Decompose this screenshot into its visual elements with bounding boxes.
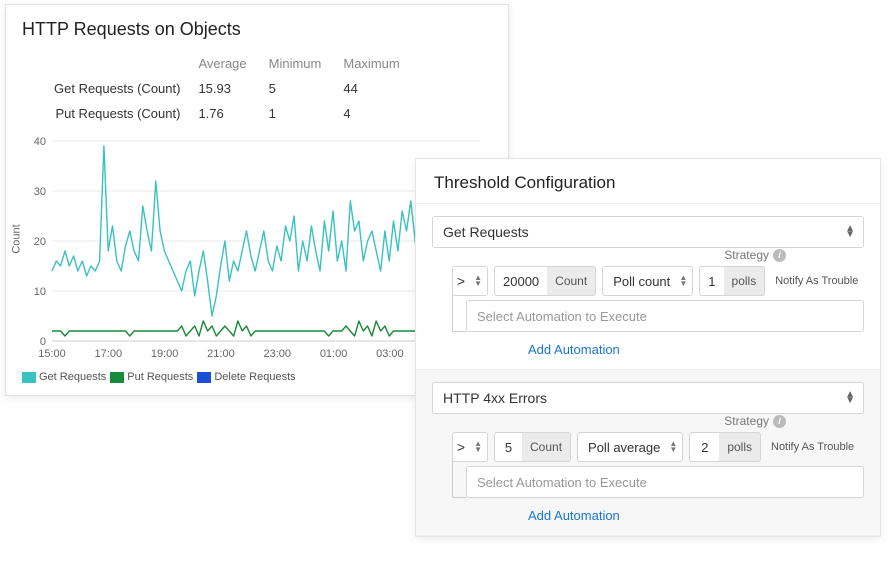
legend-swatch [22, 372, 36, 383]
cell-avg: 15.93 [198, 77, 266, 100]
cell-max: 44 [343, 77, 419, 100]
cell-max: 4 [343, 102, 419, 125]
updown-icon: ▲▼ [845, 226, 855, 238]
notify-label: Notify As Trouble [775, 275, 858, 287]
threshold-config-panel: Threshold Configuration Get Requests ▲▼ … [415, 158, 881, 537]
col-maximum: Maximum [343, 52, 419, 75]
svg-text:01:00: 01:00 [320, 348, 348, 360]
updown-icon: ▲▼ [679, 275, 687, 287]
row-label: Put Requests (Count) [54, 102, 196, 125]
legend-swatch [110, 372, 124, 383]
svg-text:0: 0 [40, 336, 46, 348]
automation-select[interactable]: Select Automation to Execute [466, 466, 864, 498]
svg-text:15:00: 15:00 [38, 348, 66, 360]
threshold-value-input[interactable]: 5 [494, 432, 522, 462]
metric-select[interactable]: HTTP 4xx Errors ▲▼ [432, 382, 864, 414]
connector-line [452, 292, 466, 332]
svg-text:30: 30 [34, 186, 46, 198]
updown-icon: ▲▼ [474, 441, 482, 453]
notify-label: Notify As Trouble [771, 441, 854, 453]
threshold-unit: Count [547, 266, 596, 296]
legend-swatch [197, 372, 211, 383]
polls-unit: polls [719, 432, 761, 462]
svg-text:40: 40 [34, 136, 46, 148]
polls-unit: polls [724, 266, 766, 296]
add-automation-link[interactable]: Add Automation [528, 508, 864, 523]
strategy-select[interactable]: Poll average ▲▼ [577, 432, 683, 462]
strategy-select[interactable]: Poll count ▲▼ [602, 266, 693, 296]
metric-select[interactable]: Get Requests ▲▼ [432, 216, 864, 248]
legend-item: Delete Requests [197, 371, 295, 383]
connector-line [452, 458, 466, 498]
legend-label: Get Requests [39, 371, 106, 383]
svg-text:03:00: 03:00 [376, 348, 404, 360]
metric-select-value: HTTP 4xx Errors [443, 390, 547, 406]
info-icon[interactable]: i [773, 415, 786, 428]
updown-icon: ▲▼ [845, 392, 855, 404]
svg-text:10: 10 [34, 286, 46, 298]
table-row: Get Requests (Count) 15.93 5 44 [54, 77, 420, 100]
metric-select-value: Get Requests [443, 224, 529, 240]
panel-title: HTTP Requests on Objects [22, 19, 492, 40]
info-icon[interactable]: i [773, 249, 786, 262]
add-automation-link[interactable]: Add Automation [528, 342, 864, 357]
automation-row: Select Automation to Execute [432, 464, 864, 498]
strategy-label: Strategy i [724, 248, 786, 262]
automation-row: Select Automation to Execute [432, 298, 864, 332]
col-minimum: Minimum [269, 52, 342, 75]
condition-row: > ▲▼ 5 Count Poll average ▲▼ 2 polls Not… [452, 432, 864, 462]
strategy-label: Strategy i [724, 414, 786, 428]
legend-label: Put Requests [127, 371, 193, 383]
row-label: Get Requests (Count) [54, 77, 196, 100]
svg-text:21:00: 21:00 [207, 348, 235, 360]
stats-table: Average Minimum Maximum Get Requests (Co… [52, 50, 422, 127]
polls-input[interactable]: 2 [689, 432, 719, 462]
polls-input[interactable]: 1 [699, 266, 723, 296]
threshold-block: HTTP 4xx Errors ▲▼ Strategy i > ▲▼ 5 Cou… [416, 370, 880, 536]
automation-select[interactable]: Select Automation to Execute [466, 300, 864, 332]
operator-select[interactable]: > ▲▼ [452, 432, 488, 462]
cell-min: 1 [269, 102, 342, 125]
updown-icon: ▲▼ [669, 441, 677, 453]
panel-title: Threshold Configuration [416, 159, 880, 204]
svg-text:19:00: 19:00 [151, 348, 179, 360]
svg-text:23:00: 23:00 [263, 348, 291, 360]
svg-text:17:00: 17:00 [95, 348, 123, 360]
threshold-unit: Count [522, 432, 571, 462]
legend-label: Delete Requests [214, 371, 295, 383]
updown-icon: ▲▼ [474, 275, 482, 287]
threshold-block: Get Requests ▲▼ Strategy i > ▲▼ 20000 Co… [416, 204, 880, 370]
threshold-value-input[interactable]: 20000 [494, 266, 547, 296]
col-average: Average [198, 52, 266, 75]
cell-min: 5 [269, 77, 342, 100]
cell-avg: 1.76 [198, 102, 266, 125]
table-row: Put Requests (Count) 1.76 1 4 [54, 102, 420, 125]
legend-item: Put Requests [110, 371, 193, 383]
y-axis-label: Count [11, 224, 23, 253]
legend-item: Get Requests [22, 371, 106, 383]
operator-select[interactable]: > ▲▼ [452, 266, 488, 296]
svg-text:20: 20 [34, 236, 46, 248]
condition-row: > ▲▼ 20000 Count Poll count ▲▼ 1 polls N… [452, 266, 864, 296]
